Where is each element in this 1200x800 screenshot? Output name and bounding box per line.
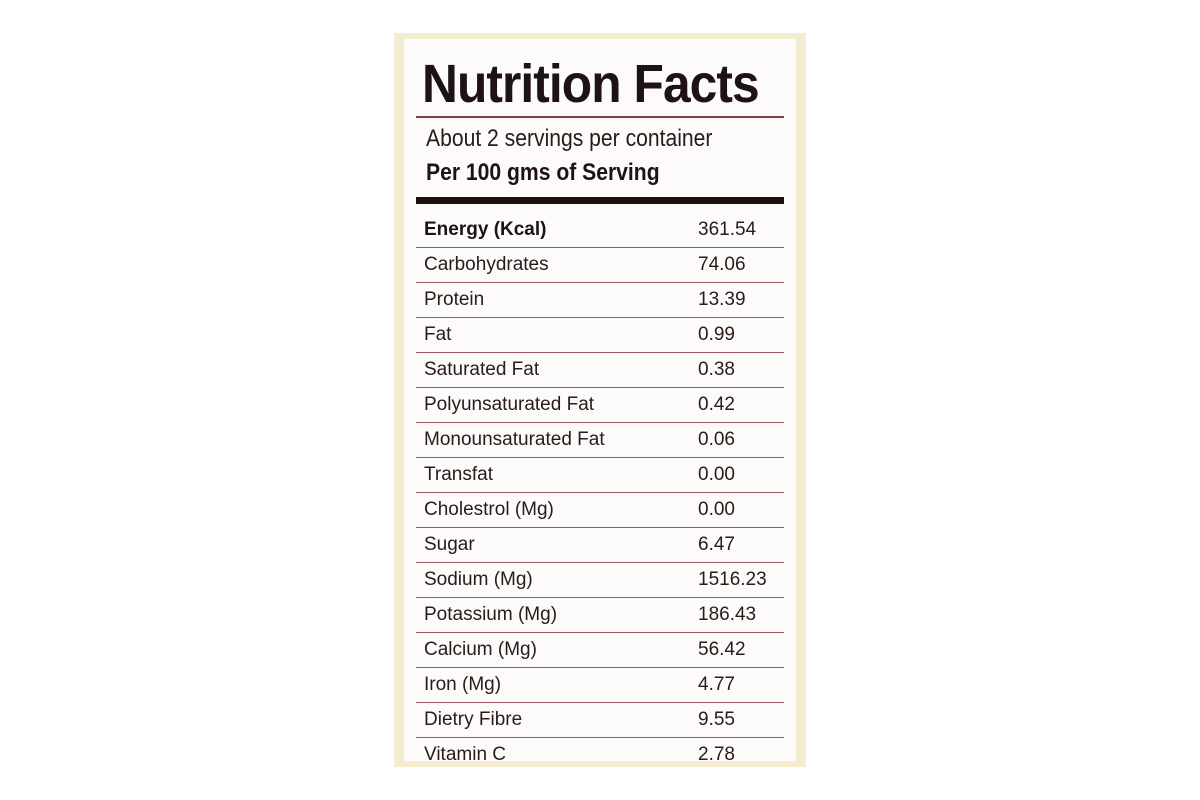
- nutrient-row: Carbohydrates 74.06: [416, 248, 784, 283]
- nutrient-name: Protein: [424, 289, 485, 310]
- nutrient-name: Calcium (Mg): [424, 639, 537, 660]
- serving-basis: Per 100 gms of Serving: [426, 159, 660, 186]
- nutrient-value: 2.78: [698, 744, 735, 765]
- nutrition-label-card: Nutrition Facts About 2 servings per con…: [394, 33, 806, 767]
- nutrient-value: 0.99: [698, 324, 735, 345]
- nutrient-name: Transfat: [424, 464, 493, 485]
- nutrient-value: 0.42: [698, 394, 735, 415]
- nutrient-name: Monounsaturated Fat: [424, 429, 605, 450]
- nutrient-row: Sodium (Mg) 1516.23: [416, 563, 784, 598]
- servings-per-container: About 2 servings per container: [426, 125, 713, 152]
- nutrient-name: Dietry Fibre: [424, 709, 523, 730]
- nutrient-row: Iron (Mg) 4.77: [416, 668, 784, 703]
- nutrient-row: Monounsaturated Fat 0.06: [416, 423, 784, 458]
- nutrient-value: 56.42: [698, 639, 746, 660]
- nutrient-row: Sugar 6.47: [416, 528, 784, 563]
- nutrient-row: Protein 13.39: [416, 283, 784, 318]
- nutrient-value: 1516.23: [698, 569, 767, 590]
- nutrient-value: 186.43: [698, 604, 757, 625]
- nutrient-value: 361.54: [698, 219, 757, 240]
- nutrient-row: Dietry Fibre 9.55: [416, 703, 784, 738]
- nutrient-name: Carbohydrates: [424, 254, 549, 275]
- nutrient-name: Potassium (Mg): [424, 604, 558, 625]
- nutrition-label-face: Nutrition Facts About 2 servings per con…: [404, 39, 796, 765]
- nutrient-name: Polyunsaturated Fat: [424, 394, 595, 415]
- label-title: Nutrition Facts: [422, 54, 760, 114]
- nutrient-value: 0.06: [698, 429, 735, 450]
- nutrient-row: Energy (Kcal) 361.54: [416, 213, 784, 248]
- title-divider: [416, 116, 784, 118]
- nutrient-table: Energy (Kcal) 361.54 Carbohydrates 74.06 Pro…: [416, 213, 784, 772]
- nutrient-name: Saturated Fat: [424, 359, 540, 380]
- nutrient-row: Potassium (Mg) 186.43: [416, 598, 784, 633]
- nutrient-name: Vitamin C: [424, 744, 507, 765]
- nutrient-row: Cholestrol (Mg) 0.00: [416, 493, 784, 528]
- nutrient-value: 6.47: [698, 534, 735, 555]
- nutrient-row: Transfat 0.00: [416, 458, 784, 493]
- nutrient-row: Calcium (Mg) 56.42: [416, 633, 784, 668]
- nutrient-name: Sodium (Mg): [424, 569, 533, 590]
- nutrient-value: 4.77: [698, 674, 735, 695]
- nutrient-value: 0.00: [698, 499, 735, 520]
- nutrient-name: Iron (Mg): [424, 674, 502, 695]
- nutrient-value: 0.38: [698, 359, 735, 380]
- thick-divider: [416, 197, 784, 204]
- nutrient-value: 74.06: [698, 254, 746, 275]
- nutrient-value: 13.39: [698, 289, 746, 310]
- nutrient-name: Fat: [424, 324, 452, 345]
- nutrient-row: Fat 0.99: [416, 318, 784, 353]
- nutrient-row: Saturated Fat 0.38: [416, 353, 784, 388]
- nutrient-value: 9.55: [698, 709, 735, 730]
- nutrient-name: Sugar: [424, 534, 475, 555]
- nutrient-name: Energy (Kcal): [424, 219, 547, 240]
- nutrient-row: Polyunsaturated Fat 0.42: [416, 388, 784, 423]
- nutrient-row: Vitamin C 2.78: [416, 738, 784, 772]
- nutrient-name: Cholestrol (Mg): [424, 499, 554, 520]
- nutrient-value: 0.00: [698, 464, 735, 485]
